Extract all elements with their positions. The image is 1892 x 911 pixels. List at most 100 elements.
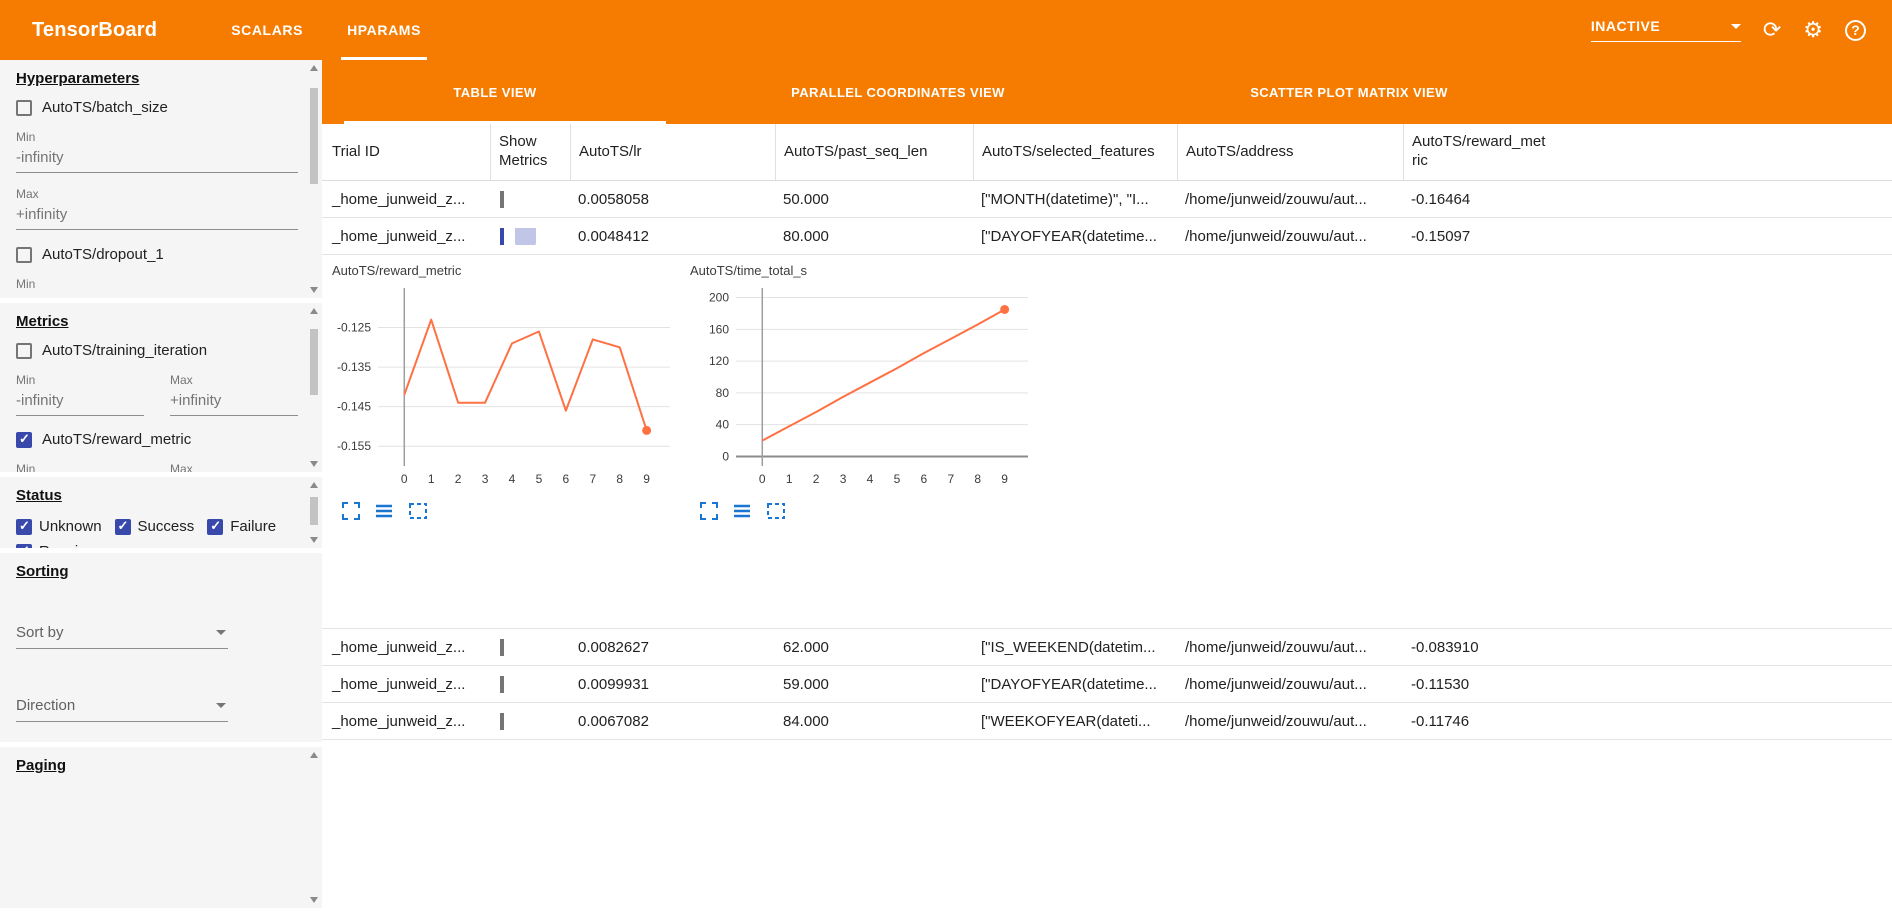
tab-parallel-coordinates-view[interactable]: PARALLEL COORDINATES VIEW: [791, 84, 1005, 100]
section-hyperparameters: Hyperparameters AutoTS/batch_size Min -i…: [0, 60, 322, 298]
header-actions: INACTIVE ⟳ ⚙ ?: [1590, 17, 1866, 42]
svg-text:9: 9: [643, 472, 650, 486]
selected-features-cell: ["MONTH(datetime)", "I...: [981, 190, 1149, 208]
scroll-thumb[interactable]: [310, 497, 318, 525]
max-label: Max: [16, 187, 39, 201]
status-heading: Status: [16, 487, 62, 504]
metrics-heading: Metrics: [16, 313, 69, 330]
scroll-thumb[interactable]: [310, 88, 318, 184]
reload-status-value: INACTIVE: [1590, 18, 1661, 34]
metric-reward-row[interactable]: AutoTS/reward_metric: [16, 431, 306, 448]
tab-scatter-plot-matrix-view[interactable]: SCATTER PLOT MATRIX VIEW: [1250, 84, 1448, 100]
show-metrics-checkbox[interactable]: [500, 227, 504, 245]
min-input[interactable]: -infinity: [16, 144, 298, 173]
checkbox[interactable]: [16, 431, 32, 448]
col-address[interactable]: AutoTS/address: [1177, 124, 1403, 180]
scroll-up-icon[interactable]: [310, 308, 318, 314]
address-cell: /home/junweid/zouwu/aut...: [1185, 712, 1367, 730]
reward-metric-cell: -0.11746: [1411, 712, 1470, 730]
sort-by-dropdown[interactable]: Sort by: [16, 618, 228, 649]
trial-id-cell: _home_junweid_z...: [332, 638, 466, 656]
svg-text:-0.145: -0.145: [337, 400, 371, 414]
checkbox[interactable]: [16, 518, 32, 535]
lr-cell: 0.0058058: [578, 190, 649, 208]
col-show-metrics[interactable]: Show Metrics: [490, 124, 570, 180]
show-metrics-checkbox[interactable]: [500, 712, 504, 730]
max-input[interactable]: +infinity: [16, 201, 298, 230]
metric-training-iteration-row[interactable]: AutoTS/training_iteration: [16, 342, 306, 359]
scroll-down-icon[interactable]: [310, 537, 318, 543]
hyperparameters-heading: Hyperparameters: [16, 70, 140, 87]
lr-cell: 0.0099931: [578, 675, 649, 693]
tab-scalars[interactable]: SCALARS: [231, 22, 304, 38]
col-past-seq-len[interactable]: AutoTS/past_seq_len: [775, 124, 973, 180]
time-total-line-chart[interactable]: 0 40 80 120 160 200 0 1 2 3 4 5 6 7 8 9: [690, 282, 1036, 494]
col-selected-features[interactable]: AutoTS/selected_features: [973, 124, 1177, 180]
checkbox[interactable]: [114, 518, 131, 535]
status-label: Failure: [230, 518, 277, 535]
sorting-heading: Sorting: [16, 563, 69, 580]
scrollbar[interactable]: [307, 749, 321, 906]
col-trial-id[interactable]: Trial ID: [332, 142, 380, 160]
svg-text:-0.155: -0.155: [337, 439, 371, 453]
min-input[interactable]: -infinity: [16, 387, 144, 416]
col-reward-metric[interactable]: AutoTS/reward_metric: [1403, 124, 1563, 180]
hparam-dropout-row[interactable]: AutoTS/dropout_1: [16, 246, 306, 263]
scroll-down-icon[interactable]: [310, 897, 318, 903]
checkbox[interactable]: [16, 543, 32, 548]
settings-gear-icon[interactable]: ⚙: [1803, 17, 1823, 42]
trial-id-cell: _home_junweid_z...: [332, 227, 466, 245]
hparam-batch-size-row[interactable]: AutoTS/batch_size: [16, 99, 306, 116]
address-cell: /home/junweid/zouwu/aut...: [1185, 227, 1367, 245]
max-input[interactable]: +infinity: [170, 387, 298, 416]
scroll-up-icon[interactable]: [310, 65, 318, 71]
checkbox[interactable]: [16, 246, 32, 263]
scroll-down-icon[interactable]: [310, 461, 318, 467]
top-nav-tabs: SCALARS HPARAMS: [209, 0, 443, 60]
show-metrics-checkbox[interactable]: [500, 638, 504, 656]
show-metrics-checkbox[interactable]: [500, 190, 504, 208]
reward-metric-line-chart[interactable]: -0.125 -0.135 -0.145 -0.155 0 1 2 3 4 5 6 7 8 9: [332, 282, 678, 494]
marquee-zoom-icon[interactable]: [766, 502, 786, 520]
reward-metric-cell: -0.15097: [1411, 227, 1471, 245]
min-label: Min: [16, 462, 36, 472]
marquee-zoom-icon[interactable]: [408, 502, 428, 520]
scroll-thumb[interactable]: [310, 329, 318, 395]
scrollbar[interactable]: [307, 479, 321, 546]
reload-status-dropdown[interactable]: INACTIVE: [1590, 18, 1741, 42]
direction-dropdown[interactable]: Direction: [16, 691, 228, 722]
status-success[interactable]: Success: [114, 518, 194, 535]
show-metrics-checkbox[interactable]: [500, 675, 504, 693]
max-label: Max: [170, 373, 193, 387]
svg-text:3: 3: [840, 472, 847, 486]
help-icon[interactable]: ?: [1845, 19, 1866, 41]
tab-table-view[interactable]: TABLE VIEW: [322, 60, 668, 124]
tab-hparams[interactable]: HPARAMS: [325, 0, 443, 60]
status-failure[interactable]: Failure: [207, 518, 276, 535]
svg-text:120: 120: [709, 354, 729, 368]
data-table-icon[interactable]: [375, 502, 393, 520]
checkbox[interactable]: [16, 99, 32, 116]
svg-text:0: 0: [722, 449, 729, 463]
scroll-down-icon[interactable]: [310, 287, 318, 293]
scrollbar[interactable]: [307, 62, 321, 296]
svg-text:3: 3: [482, 472, 489, 486]
scrollbar[interactable]: [307, 305, 321, 470]
scroll-up-icon[interactable]: [310, 752, 318, 758]
status-unknown[interactable]: Unknown: [16, 518, 102, 535]
fullscreen-icon[interactable]: [342, 502, 360, 520]
data-table-icon[interactable]: [733, 502, 751, 520]
col-filler: [1563, 124, 1892, 180]
col-lr[interactable]: AutoTS/lr: [570, 124, 775, 180]
svg-text:8: 8: [974, 472, 981, 486]
refresh-icon[interactable]: ⟳: [1762, 17, 1782, 42]
address-cell: /home/junweid/zouwu/aut...: [1185, 190, 1367, 208]
svg-text:9: 9: [1001, 472, 1008, 486]
fullscreen-icon[interactable]: [700, 502, 718, 520]
lr-cell: 0.0048412: [578, 227, 649, 245]
scroll-up-icon[interactable]: [310, 482, 318, 488]
chevron-down-icon: [216, 630, 226, 635]
status-running[interactable]: Running: [16, 543, 95, 548]
checkbox[interactable]: [16, 342, 32, 359]
checkbox[interactable]: [207, 518, 224, 535]
